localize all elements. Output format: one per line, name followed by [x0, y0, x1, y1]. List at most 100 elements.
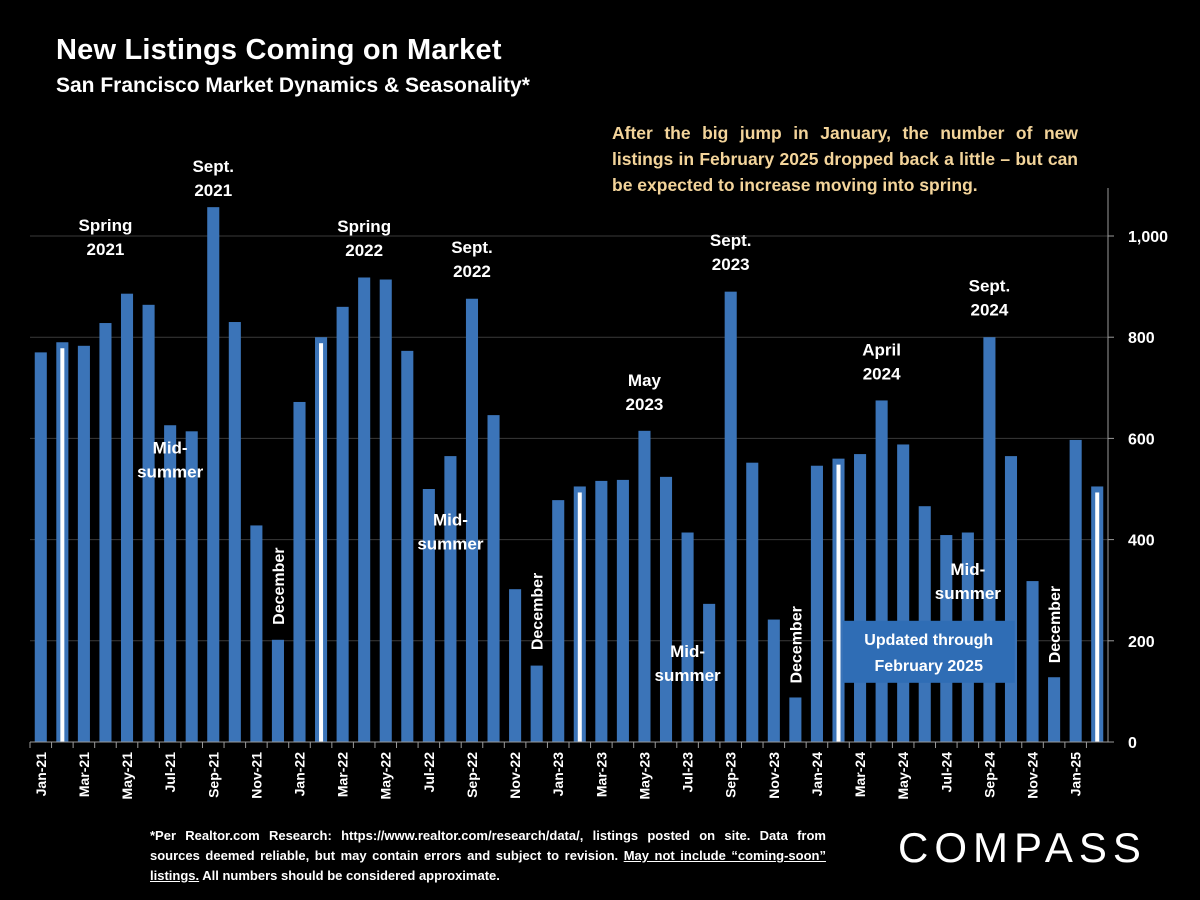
x-tick-label: Mar-23 — [593, 752, 609, 797]
x-tick-label: Nov-21 — [248, 752, 264, 799]
x-tick-label: Sep-22 — [464, 752, 480, 798]
bar-Oct-24 — [1004, 456, 1018, 742]
x-tick-label: May-24 — [895, 752, 911, 800]
annotation-label: 2023 — [712, 255, 750, 274]
annotation-label: 2021 — [194, 181, 232, 200]
x-tick-label: Jan-25 — [1068, 752, 1084, 797]
chart-title: New Listings Coming on Market — [56, 34, 502, 66]
x-tick-label: Nov-23 — [766, 752, 782, 799]
bar-May-21 — [120, 293, 134, 742]
annotation-label: 2021 — [87, 240, 125, 259]
annotation-label: December — [1047, 586, 1064, 663]
bar-Jul-23 — [681, 532, 694, 742]
annotation-label: Sept. — [451, 238, 493, 257]
bar-Mar-22 — [336, 306, 349, 742]
annotation-label: Sept. — [710, 231, 752, 250]
x-tick-label: May-23 — [636, 752, 652, 800]
x-tick-label: Sep-24 — [981, 752, 997, 798]
badge-label: Updated through — [864, 632, 993, 649]
bar-Jun-22 — [401, 350, 414, 742]
axes: 0 200 400 600 800 1,000 Jan-21 Mar-21 May-21 Jul-… — [29, 188, 1168, 800]
bar-Nov-21 — [250, 525, 263, 742]
x-tick-label: Jan-21 — [33, 752, 49, 797]
commentary-text: After the big jump in January, the numbe… — [612, 123, 1078, 195]
highlight-bar-Feb-21 — [60, 348, 65, 742]
x-tick-label: May-22 — [378, 752, 394, 800]
x-tick-label: May-21 — [119, 752, 135, 800]
bar-Jan-21 — [34, 352, 47, 742]
annotation-label: April — [862, 340, 901, 359]
annotation-label: summer — [137, 463, 204, 482]
x-tick-label: Nov-24 — [1025, 752, 1041, 799]
bar-Mar-21 — [77, 345, 90, 742]
bar-Jul-22 — [422, 489, 435, 742]
bar-Apr-21 — [99, 323, 112, 742]
bar-Sep-23 — [724, 291, 737, 742]
annotation-label: Spring — [79, 216, 133, 235]
bar-May-23 — [638, 430, 651, 742]
x-tick-label: Jul-22 — [421, 752, 437, 793]
bar-Jan-25 — [1069, 439, 1082, 742]
highlight-bar-Feb-22 — [319, 343, 324, 742]
x-tick-label: Jan-22 — [292, 752, 308, 797]
bar-Mar-24 — [854, 454, 867, 742]
annotation-label: Sept. — [192, 157, 234, 176]
bar-Jun-21 — [142, 304, 155, 742]
annotation-label: 2024 — [863, 364, 901, 383]
annotation-label: Sept. — [969, 277, 1011, 296]
footnote-text: *Per Realtor.com Research: https://www.r… — [150, 828, 826, 863]
chart-subtitle: San Francisco Market Dynamics & Seasonal… — [56, 74, 530, 97]
y-tick-label: 200 — [1128, 634, 1155, 651]
compass-logo: COMPASS — [898, 824, 1147, 871]
x-tick-label: Jul-24 — [938, 752, 954, 793]
bar-Jan-22 — [293, 401, 306, 742]
bar-Mar-23 — [595, 480, 608, 742]
y-tick-label: 400 — [1128, 533, 1155, 550]
x-tick-label: Jan-23 — [550, 752, 566, 797]
annotation-label: Spring — [337, 217, 391, 236]
bar-May-22 — [379, 279, 392, 742]
bar-Dec-23 — [789, 697, 802, 742]
badge-label: February 2025 — [874, 658, 983, 675]
y-tick-label: 600 — [1128, 431, 1155, 448]
y-tick-label: 1,000 — [1128, 229, 1168, 246]
annotation-label: Mid- — [950, 560, 985, 579]
bar-Aug-21 — [185, 431, 198, 742]
bar-Sep-21 — [207, 207, 220, 742]
bar-Dec-22 — [530, 665, 543, 742]
annotation-label: Mid- — [433, 510, 468, 529]
bar-Nov-23 — [767, 619, 780, 742]
bar-Apr-22 — [358, 277, 371, 742]
annotation-label: Mid- — [153, 439, 188, 458]
bar-Nov-24 — [1026, 581, 1039, 742]
bar-Jan-24 — [810, 465, 823, 742]
bar-Apr-24 — [875, 400, 888, 742]
x-tick-label: Nov-22 — [507, 752, 523, 799]
annotation-label: Mid- — [670, 642, 705, 661]
bar-Apr-23 — [616, 479, 629, 742]
annotations: Spring 2021 Sept. 2021 Mid-summer December Spr… — [79, 157, 1065, 685]
annotation-label: May — [628, 371, 662, 390]
annotation-label: December — [788, 606, 805, 683]
annotation-label: 2024 — [971, 301, 1009, 320]
bar-Oct-21 — [228, 322, 241, 742]
x-tick-label: Mar-22 — [335, 752, 351, 797]
bar-Jun-23 — [659, 476, 673, 742]
x-tick-label: Jul-21 — [162, 752, 178, 793]
bar-Sep-22 — [465, 298, 479, 742]
highlight-bar-Feb-23 — [577, 492, 582, 742]
bar-Oct-23 — [746, 462, 759, 742]
bar-Oct-22 — [487, 415, 500, 742]
annotation-label: 2022 — [453, 262, 491, 281]
x-tick-label: Jan-24 — [809, 752, 825, 797]
bars — [34, 207, 1104, 742]
y-tick-label: 800 — [1128, 330, 1155, 347]
annotation-label: 2023 — [626, 395, 664, 414]
bar-Jan-23 — [552, 500, 565, 742]
x-tick-label: Mar-24 — [852, 752, 868, 797]
annotation-label: summer — [935, 584, 1002, 603]
bar-Jul-21 — [164, 425, 177, 742]
highlight-bar-Feb-25 — [1095, 492, 1100, 742]
